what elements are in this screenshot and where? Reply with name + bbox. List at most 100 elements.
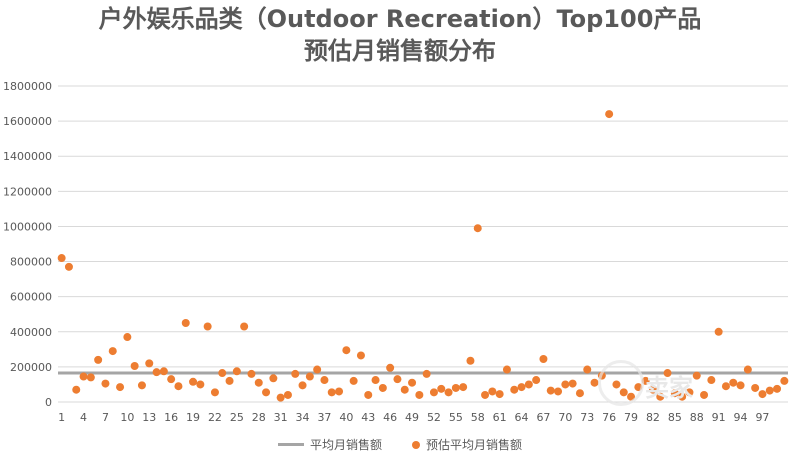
data-point	[481, 390, 490, 399]
data-point	[57, 254, 66, 263]
data-point	[225, 376, 234, 385]
data-point	[648, 385, 657, 394]
y-tick-label: 1000000	[3, 220, 52, 233]
data-point	[116, 383, 125, 392]
data-point	[137, 381, 146, 390]
data-point	[714, 327, 723, 336]
data-point	[510, 385, 519, 394]
data-point	[174, 382, 183, 391]
data-point	[422, 369, 431, 378]
data-point	[524, 380, 533, 389]
data-point	[459, 383, 468, 392]
data-point	[327, 388, 336, 397]
data-point	[773, 384, 782, 393]
data-point	[605, 110, 614, 119]
data-point	[437, 384, 446, 393]
data-point	[130, 362, 139, 371]
x-tick-label: 49	[405, 411, 419, 424]
data-point	[269, 374, 278, 383]
x-tick-label: 43	[361, 411, 375, 424]
chart-title-line-1: 户外娱乐品类（Outdoor Recreation）Top100产品	[98, 5, 702, 33]
legend-label-avg: 平均月销售额	[309, 438, 382, 452]
data-point	[758, 390, 767, 399]
y-tick-label: 1400000	[3, 150, 52, 163]
x-tick-label: 16	[164, 411, 178, 424]
y-tick-label: 1200000	[3, 185, 52, 198]
x-tick-label: 94	[734, 411, 748, 424]
x-tick-label: 52	[427, 411, 441, 424]
x-tick-label: 85	[668, 411, 682, 424]
data-point	[590, 378, 599, 387]
data-point	[568, 379, 577, 388]
data-point	[364, 390, 373, 399]
data-point	[159, 367, 168, 376]
data-point	[86, 373, 95, 382]
data-point	[232, 367, 241, 376]
data-point	[473, 224, 482, 233]
data-point	[305, 372, 314, 381]
data-point	[189, 377, 198, 386]
data-point	[167, 375, 176, 384]
data-point	[196, 380, 205, 389]
data-point	[546, 386, 555, 395]
data-point	[72, 385, 81, 394]
data-point	[291, 369, 300, 378]
data-point	[218, 369, 227, 378]
x-tick-label: 1	[58, 411, 65, 424]
data-point	[532, 376, 541, 385]
data-point	[408, 378, 417, 387]
data-point	[298, 381, 307, 390]
x-tick-label: 97	[755, 411, 769, 424]
data-point	[247, 369, 256, 378]
data-point	[181, 319, 190, 327]
x-tick-label: 88	[690, 411, 704, 424]
data-point	[751, 383, 760, 392]
watermark-text: 卖家	[645, 374, 693, 402]
data-point	[707, 376, 716, 385]
x-tick-label: 67	[536, 411, 550, 424]
x-tick-label: 31	[274, 411, 288, 424]
data-point	[313, 365, 322, 374]
data-point	[517, 383, 526, 392]
data-point	[262, 388, 271, 397]
data-point	[429, 388, 438, 397]
y-tick-label: 200000	[10, 361, 52, 374]
data-point	[393, 375, 402, 384]
x-tick-label: 37	[317, 411, 331, 424]
data-point	[254, 378, 263, 387]
x-tick-label: 25	[230, 411, 244, 424]
data-point	[692, 371, 701, 380]
y-tick-label: 1800000	[3, 80, 52, 93]
data-point	[94, 355, 103, 364]
data-point	[765, 386, 774, 395]
legend-label-est: 预估平均月销售额	[426, 438, 523, 452]
data-point	[700, 390, 709, 399]
y-tick-label: 800000	[10, 256, 52, 269]
data-point	[561, 380, 570, 389]
data-point	[210, 388, 219, 397]
x-tick-label: 64	[515, 411, 529, 424]
legend-item-avg: 平均月销售额	[277, 436, 382, 453]
data-point	[335, 387, 344, 396]
data-point	[349, 376, 358, 385]
x-tick-label: 10	[120, 411, 134, 424]
data-point	[670, 389, 679, 398]
data-point	[342, 346, 351, 355]
data-point	[276, 393, 285, 402]
data-point	[371, 376, 380, 385]
data-point	[539, 354, 548, 363]
y-tick-label: 400000	[10, 326, 52, 339]
data-point	[656, 392, 665, 401]
data-point	[356, 351, 365, 360]
data-point	[780, 376, 789, 385]
chart-title-line-2: 预估月销售额分布	[304, 37, 496, 65]
data-point	[736, 381, 745, 390]
x-tick-label: 73	[580, 411, 594, 424]
data-point	[378, 383, 387, 392]
x-tick-label: 61	[493, 411, 507, 424]
data-point	[575, 389, 584, 398]
data-point	[678, 392, 687, 401]
data-point	[451, 383, 460, 392]
x-tick-label: 4	[80, 411, 87, 424]
